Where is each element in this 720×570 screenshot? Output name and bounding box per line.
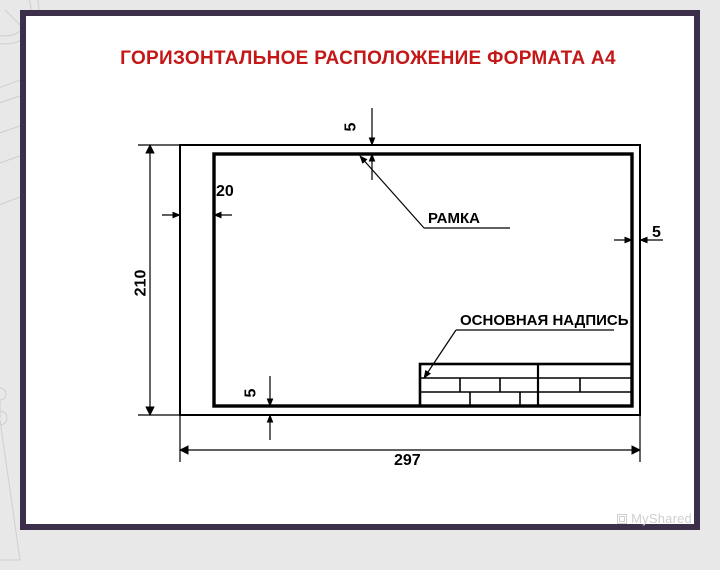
slide-content: ГОРИЗОНТАЛЬНОЕ РАСПОЛОЖЕНИЕ ФОРМАТА А4 (50, 30, 686, 516)
dim-margin-top-label: 5 (342, 123, 360, 132)
watermark-text: MyShared (631, 511, 692, 526)
watermark: MyShared (617, 511, 692, 526)
dim-width-label: 297 (394, 452, 421, 470)
slide-frame: ГОРИЗОНТАЛЬНОЕ РАСПОЛОЖЕНИЕ ФОРМАТА А4 (20, 10, 700, 530)
dim-margin-left-label: 20 (216, 183, 234, 201)
leader-titleblock (424, 330, 614, 378)
page-title: ГОРИЗОНТАЛЬНОЕ РАСПОЛОЖЕНИЕ ФОРМАТА А4 (50, 48, 686, 70)
title-block (420, 364, 632, 406)
inner-frame-rect (214, 154, 632, 406)
outer-page-rect (180, 145, 640, 415)
frame-annotation: РАМКА (428, 210, 480, 227)
dim-margin-left (162, 202, 232, 228)
titleblock-annotation: ОСНОВНАЯ НАДПИСЬ (460, 312, 629, 329)
dim-margin-bottom-label: 5 (242, 389, 260, 398)
dim-margin-right-label: 5 (652, 224, 661, 242)
dim-margin-bottom (258, 376, 282, 440)
a4-layout-diagram: 210 297 20 5 5 5 РАМКА ОСНОВНАЯ НАДПИСЬ (110, 100, 670, 500)
dim-height-label: 210 (132, 270, 150, 297)
